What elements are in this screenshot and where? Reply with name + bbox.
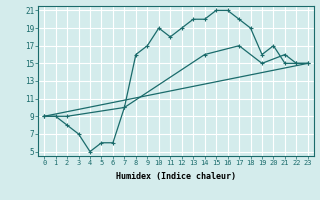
- X-axis label: Humidex (Indice chaleur): Humidex (Indice chaleur): [116, 172, 236, 181]
